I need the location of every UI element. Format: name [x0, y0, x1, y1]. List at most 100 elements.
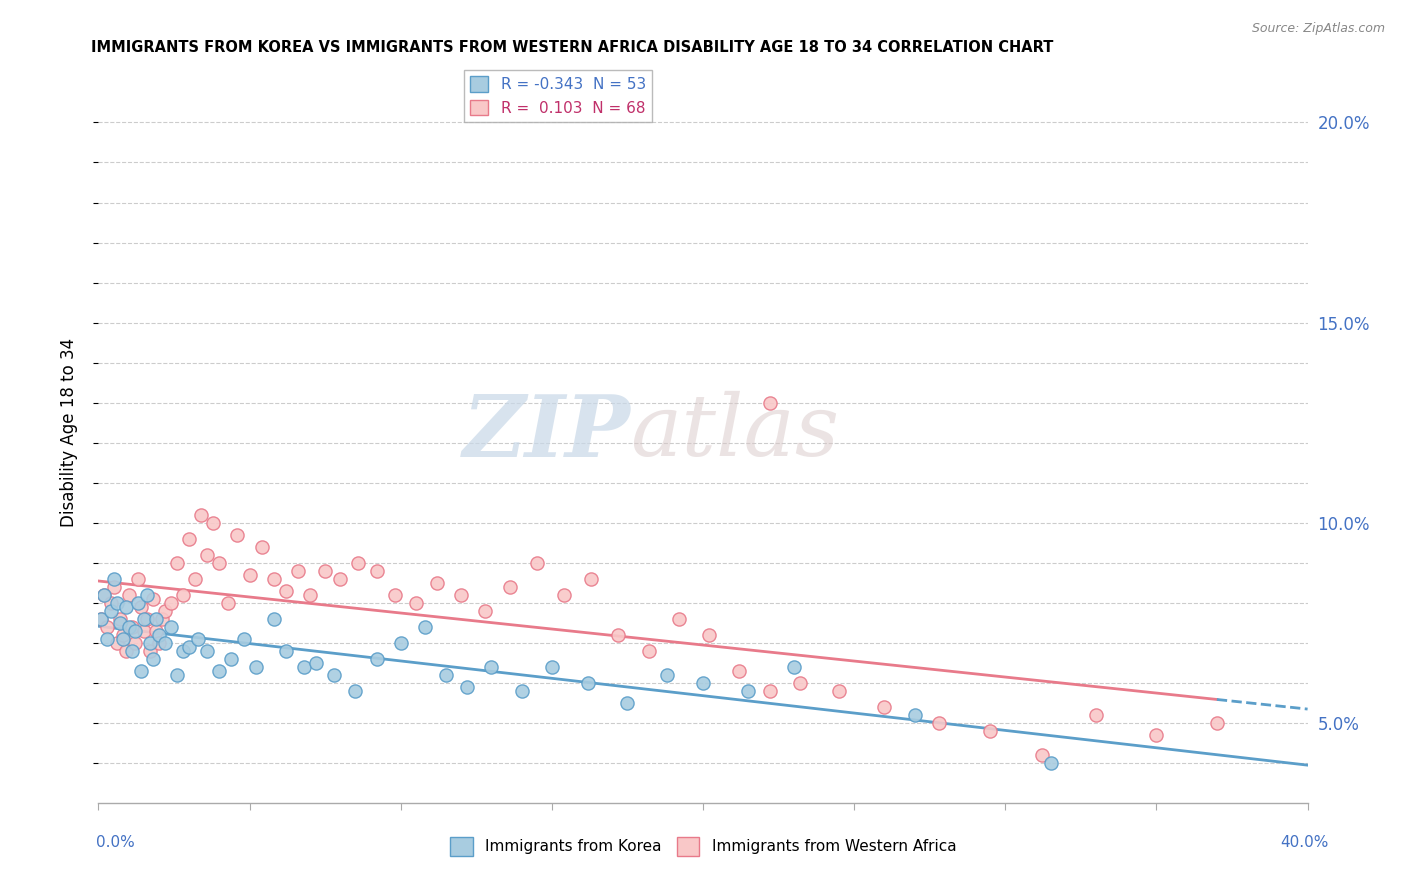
Point	[221, 651, 243, 665]
Point	[434, 667, 457, 681]
Point	[153, 604, 176, 618]
Point	[166, 556, 188, 570]
Point	[132, 624, 155, 638]
Point	[305, 656, 328, 670]
Point	[250, 540, 273, 554]
Point	[329, 572, 352, 586]
Point	[274, 583, 297, 598]
Point	[100, 604, 122, 618]
Point	[873, 699, 896, 714]
Point	[114, 644, 136, 658]
Point	[160, 620, 183, 634]
Point	[1085, 707, 1108, 722]
Point	[1144, 728, 1167, 742]
Point	[553, 588, 575, 602]
Point	[474, 604, 496, 618]
Point	[292, 659, 315, 673]
Text: atlas: atlas	[630, 392, 839, 474]
Point	[172, 588, 194, 602]
Point	[456, 680, 478, 694]
Point	[142, 591, 165, 606]
Point	[576, 675, 599, 690]
Point	[347, 556, 370, 570]
Point	[135, 588, 157, 602]
Text: Source: ZipAtlas.com: Source: ZipAtlas.com	[1251, 22, 1385, 36]
Point	[208, 664, 231, 678]
Point	[366, 651, 388, 665]
Point	[124, 624, 146, 638]
Point	[1039, 756, 1062, 770]
Point	[96, 632, 118, 646]
Point	[232, 632, 254, 646]
Point	[100, 596, 122, 610]
Point	[105, 636, 128, 650]
Point	[366, 564, 388, 578]
Point	[127, 572, 149, 586]
Point	[111, 628, 134, 642]
Point	[389, 636, 412, 650]
Point	[96, 620, 118, 634]
Point	[208, 556, 231, 570]
Point	[142, 651, 165, 665]
Point	[105, 596, 128, 610]
Point	[148, 628, 170, 642]
Point	[579, 572, 602, 586]
Point	[217, 596, 239, 610]
Point	[121, 620, 143, 634]
Point	[118, 620, 141, 634]
Point	[103, 580, 125, 594]
Point	[450, 588, 472, 602]
Point	[828, 683, 851, 698]
Point	[1206, 715, 1229, 730]
Point	[132, 612, 155, 626]
Point	[510, 683, 533, 698]
Point	[498, 580, 520, 594]
Point	[692, 675, 714, 690]
Text: 0.0%: 0.0%	[96, 836, 135, 850]
Point	[928, 715, 950, 730]
Point	[263, 572, 285, 586]
Text: ZIP: ZIP	[463, 391, 630, 475]
Point	[287, 564, 309, 578]
Point	[737, 683, 759, 698]
Point	[103, 572, 125, 586]
Legend: Immigrants from Korea, Immigrants from Western Africa: Immigrants from Korea, Immigrants from W…	[443, 831, 963, 862]
Point	[93, 588, 115, 602]
Point	[1031, 747, 1053, 762]
Point	[783, 659, 806, 673]
Text: 40.0%: 40.0%	[1281, 836, 1329, 850]
Point	[124, 636, 146, 650]
Point	[226, 527, 249, 541]
Point	[637, 644, 659, 658]
Point	[607, 628, 630, 642]
Point	[184, 572, 207, 586]
Point	[148, 636, 170, 650]
Point	[202, 516, 225, 530]
Point	[139, 636, 162, 650]
Point	[728, 664, 751, 678]
Point	[314, 564, 336, 578]
Point	[90, 612, 112, 626]
Point	[526, 556, 548, 570]
Point	[263, 612, 285, 626]
Point	[668, 612, 690, 626]
Point	[697, 628, 720, 642]
Point	[344, 683, 367, 698]
Point	[139, 644, 162, 658]
Point	[426, 575, 449, 590]
Point	[108, 615, 131, 630]
Point	[904, 707, 927, 722]
Point	[195, 644, 218, 658]
Point	[114, 599, 136, 614]
Point	[145, 612, 167, 626]
Point	[979, 723, 1001, 738]
Point	[384, 588, 406, 602]
Point	[187, 632, 209, 646]
Point	[540, 659, 562, 673]
Point	[135, 612, 157, 626]
Point	[153, 636, 176, 650]
Point	[108, 612, 131, 626]
Point	[129, 599, 152, 614]
Point	[195, 548, 218, 562]
Point	[172, 644, 194, 658]
